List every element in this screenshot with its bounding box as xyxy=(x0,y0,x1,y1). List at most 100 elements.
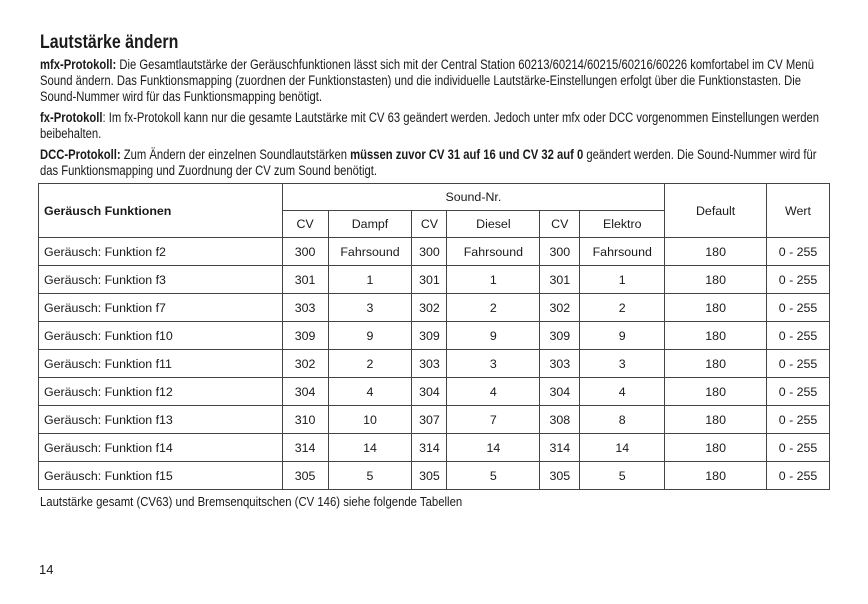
table-row: Geräusch: Funktion f7 303 3 302 2 302 2 180 0 - … xyxy=(38,293,830,322)
cell: 0 - 255 xyxy=(766,293,830,322)
cell: 314 xyxy=(411,433,448,462)
row-name: Geräusch: Funktion f12 xyxy=(38,377,283,406)
cell: 302 xyxy=(411,293,448,322)
cell: 0 - 255 xyxy=(766,265,830,294)
cell: 304 xyxy=(411,377,448,406)
cell: 10 xyxy=(327,405,413,434)
cell: 4 xyxy=(446,377,541,406)
cell: 305 xyxy=(411,461,448,490)
cell: 3 xyxy=(327,293,413,322)
cell: 314 xyxy=(281,433,329,462)
cell: 9 xyxy=(579,321,666,350)
cell: 304 xyxy=(539,377,581,406)
cell: 1 xyxy=(446,265,541,294)
row-name: Geräusch: Funktion f11 xyxy=(38,349,283,378)
cell: 305 xyxy=(539,461,581,490)
cell: 14 xyxy=(327,433,413,462)
dcc-text-end: geändert werden. Die Sound-Nummer wird f… xyxy=(40,147,817,178)
cell: 180 xyxy=(664,377,768,406)
cell: 1 xyxy=(327,265,413,294)
fx-label: fx-Protokoll xyxy=(40,110,103,125)
page-title: Lautstärke ändern xyxy=(40,32,179,53)
table-row: Geräusch: Funktion f10 309 9 309 9 309 9 180 0 -… xyxy=(38,321,830,350)
table-row: Geräusch: Funktion f15 305 5 305 5 305 5 180 0 -… xyxy=(38,461,830,490)
cell: 1 xyxy=(579,265,666,294)
cell: 14 xyxy=(446,433,541,462)
cell: 180 xyxy=(664,433,768,462)
table-row: Geräusch: Funktion f3 301 1 301 1 301 1 180 0 - … xyxy=(38,265,830,294)
cell: Fahrsound xyxy=(579,237,666,266)
cell: 5 xyxy=(327,461,413,490)
cell: 301 xyxy=(411,265,448,294)
cell: 2 xyxy=(327,349,413,378)
header-wert: Wert xyxy=(766,183,830,238)
dcc-paragraph: DCC-Protokoll: Zum Ändern der einzelnen … xyxy=(40,147,830,179)
cell: 3 xyxy=(446,349,541,378)
cell: 301 xyxy=(539,265,581,294)
cell: 5 xyxy=(579,461,666,490)
header-name: Geräusch Funktionen xyxy=(38,183,283,238)
cell: 180 xyxy=(664,405,768,434)
row-name: Geräusch: Funktion f13 xyxy=(38,405,283,434)
cell: 9 xyxy=(327,321,413,350)
cell: 307 xyxy=(411,405,448,434)
cell: Fahrsound xyxy=(327,237,413,266)
cell: 314 xyxy=(539,433,581,462)
sound-table: Geräusch Funktionen Sound-Nr. Default We… xyxy=(38,183,830,490)
dcc-text: Zum Ändern der einzelnen Soundlautstärke… xyxy=(120,147,351,162)
row-name: Geräusch: Funktion f15 xyxy=(38,461,283,490)
cell: 5 xyxy=(446,461,541,490)
row-name: Geräusch: Funktion f14 xyxy=(38,433,283,462)
cell: 300 xyxy=(281,237,329,266)
fx-text: : Im fx-Protokoll kann nur die gesamte L… xyxy=(40,110,819,141)
subheader-cell: CV xyxy=(281,210,329,238)
mfx-text: Die Gesamtlautstärke der Geräuschfunktio… xyxy=(40,57,815,104)
subheader-cell: CV xyxy=(539,210,581,238)
dcc-bold: müssen zuvor CV 31 auf 16 und CV 32 auf … xyxy=(350,147,584,162)
subheader-cell: Dampf xyxy=(327,210,413,238)
cell: 4 xyxy=(579,377,666,406)
row-name: Geräusch: Funktion f10 xyxy=(38,321,283,350)
cell: 0 - 255 xyxy=(766,237,830,266)
cell: 180 xyxy=(664,237,768,266)
cell: 310 xyxy=(281,405,329,434)
cell: 0 - 255 xyxy=(766,461,830,490)
cell: 180 xyxy=(664,321,768,350)
cell: 180 xyxy=(664,461,768,490)
cell: 303 xyxy=(411,349,448,378)
cell: 300 xyxy=(411,237,448,266)
cell: 0 - 255 xyxy=(766,349,830,378)
cell: 304 xyxy=(281,377,329,406)
header-group: Sound-Nr. xyxy=(281,183,666,211)
cell: 305 xyxy=(281,461,329,490)
dcc-label: DCC-Protokoll: xyxy=(40,147,121,162)
cell: 180 xyxy=(664,349,768,378)
cell: 4 xyxy=(327,377,413,406)
cell: 303 xyxy=(281,293,329,322)
page-number: 14 xyxy=(39,562,54,577)
cell: 301 xyxy=(281,265,329,294)
cell: 309 xyxy=(281,321,329,350)
cell: 8 xyxy=(579,405,666,434)
mfx-label: mfx-Protokoll: xyxy=(40,57,117,72)
cell: 303 xyxy=(539,349,581,378)
cell: 3 xyxy=(579,349,666,378)
cell: 300 xyxy=(539,237,581,266)
subheader-cell: Elektro xyxy=(579,210,666,238)
cell: 0 - 255 xyxy=(766,433,830,462)
cell: 2 xyxy=(446,293,541,322)
table-row: Geräusch: Funktion f11 302 2 303 3 303 3 180 0 -… xyxy=(38,349,830,378)
table-row: Geräusch: Funktion f12 304 4 304 4 304 4 180 0 -… xyxy=(38,377,830,406)
table-row: Geräusch: Funktion f13 310 10 307 7 308 8 180 0 … xyxy=(38,405,830,434)
row-name: Geräusch: Funktion f3 xyxy=(38,265,283,294)
mfx-paragraph: mfx-Protokoll: Die Gesamtlautstärke der … xyxy=(40,57,830,105)
cell: 9 xyxy=(446,321,541,350)
subheader-cell: Diesel xyxy=(446,210,541,238)
text-block: Lautstärke ändern mfx-Protokoll: Die Ges… xyxy=(40,32,830,179)
row-name: Geräusch: Funktion f7 xyxy=(38,293,283,322)
fx-paragraph: fx-Protokoll: Im fx-Protokoll kann nur d… xyxy=(40,110,830,142)
row-name: Geräusch: Funktion f2 xyxy=(38,237,283,266)
subheader-cell: CV xyxy=(411,210,448,238)
cell: 308 xyxy=(539,405,581,434)
cell: 7 xyxy=(446,405,541,434)
